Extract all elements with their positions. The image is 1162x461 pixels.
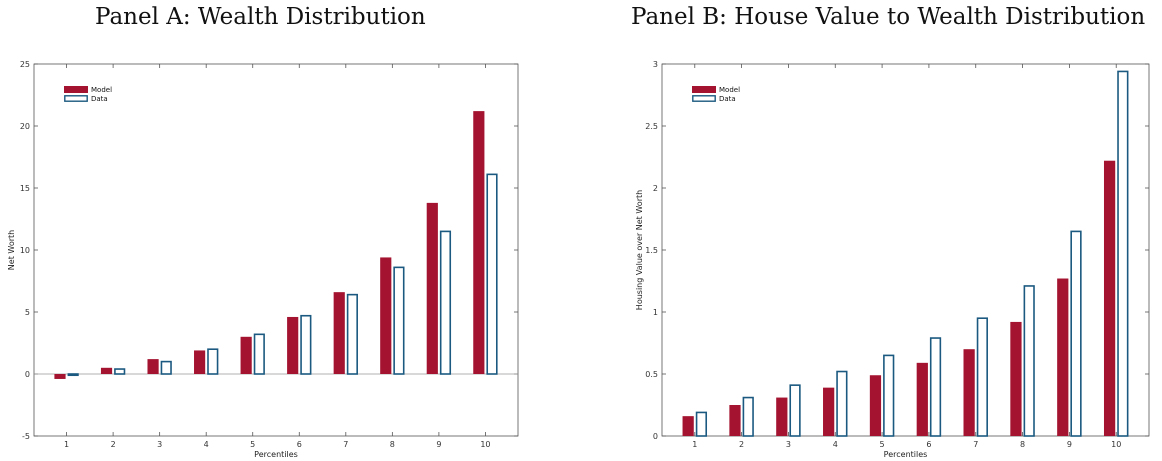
panel-b-xtick-label: 9 <box>1067 440 1072 449</box>
panel-b-xtick-label: 8 <box>1020 440 1025 449</box>
panel-a-bar-model <box>54 374 66 379</box>
panel-b-bar-model <box>776 397 788 436</box>
panel-a-legend-swatch-model <box>64 86 88 93</box>
panel-a-bar-model <box>240 336 252 374</box>
panel-b-bar-data <box>1117 70 1129 437</box>
panel-b-bar-data <box>1070 230 1082 437</box>
panel-b-xtick-label: 5 <box>880 440 885 449</box>
panel-b-bar-model <box>682 416 694 436</box>
panel-b-bar-model <box>963 349 975 436</box>
panel-a-bar-data <box>67 373 79 377</box>
panel-a-bar-data <box>160 360 172 375</box>
panel-b-xtick-label: 10 <box>1111 440 1121 449</box>
panel-a-xtick-label: 2 <box>111 440 116 449</box>
panel-b-bar-data <box>929 337 942 437</box>
panel-a-bar-data <box>439 230 452 375</box>
panel-b-legend-swatch-model <box>692 86 716 93</box>
panel-a-ytick-label: 5 <box>25 308 30 317</box>
panel-b-title: Panel B: House Value to Wealth Distribut… <box>631 4 1146 30</box>
panel-a-ytick-label: -5 <box>22 432 30 441</box>
panel-b-xtick-label: 4 <box>833 440 838 449</box>
panel-b-ytick-label: 2 <box>653 184 658 193</box>
panel-a-bar-data <box>253 333 265 375</box>
panel-a-bar-model <box>426 202 438 374</box>
panel-b-legend-swatch-data <box>692 95 716 102</box>
panel-b-legend-label: Model <box>719 86 740 94</box>
panel-a-bar-data <box>393 266 405 375</box>
panel-a-ytick-label: 10 <box>20 246 30 255</box>
panel-a-xtick-label: 7 <box>343 440 348 449</box>
panel-a-legend-swatch-data <box>64 95 88 102</box>
panel-b-bar-model <box>1057 278 1069 436</box>
panel-b-xtick-label: 7 <box>973 440 978 449</box>
panel-b-bar-data <box>789 384 801 437</box>
panel-b-xaxis-label: Percentiles <box>884 450 928 459</box>
panel-a-bar-data <box>207 348 219 375</box>
panel-b-yaxis-label: Housing Value over Net Worth <box>635 190 644 310</box>
panel-a-ytick-label: 25 <box>20 60 30 69</box>
panel-b-bar-model <box>823 387 835 436</box>
panel-a-legend-label: Model <box>91 86 112 94</box>
panel-a-xtick-label: 3 <box>157 440 162 449</box>
panel-a-bar-data <box>486 173 498 375</box>
panel-b-xtick-label: 6 <box>926 440 931 449</box>
panel-a-bar-data <box>114 368 126 375</box>
panel-a-bar-data <box>300 314 312 375</box>
panel-a-ytick-label: 20 <box>20 122 30 131</box>
panel-b-xtick-label: 1 <box>692 440 697 449</box>
panel-b-bar-model <box>1103 160 1116 436</box>
panel-b-ytick-label: 2.5 <box>645 122 658 131</box>
panel-a-xtick-label: 6 <box>297 440 302 449</box>
panel-b-bar-model <box>1010 321 1022 436</box>
panel-a-xtick-label: 8 <box>390 440 395 449</box>
panel-b-bar-data <box>742 396 754 437</box>
panel-a-xtick-label: 10 <box>480 440 490 449</box>
panel-a-xtick-label: 1 <box>64 440 69 449</box>
panel-b-ytick-label: 1 <box>653 308 658 317</box>
panel-b-xtick-label: 2 <box>739 440 744 449</box>
panel-b-bar-data <box>883 354 895 437</box>
panel-b-ytick-label: 3 <box>653 60 658 69</box>
panel-b-bar-data <box>1023 285 1035 437</box>
panel-a-xtick-label: 4 <box>204 440 209 449</box>
panel-b-ytick-label: 0 <box>653 432 658 441</box>
panel-b-bar-model <box>869 375 882 436</box>
panel-a-ytick-label: 15 <box>20 184 30 193</box>
panel-a-bar-model <box>287 316 299 374</box>
panel-b-ytick-label: 0.5 <box>645 370 658 379</box>
panel-a-title: Panel A: Wealth Distribution <box>95 4 426 30</box>
panel-a-legend-label: Data <box>91 95 108 103</box>
panel-b-bar-model <box>729 405 741 436</box>
panel-a-xtick-label: 5 <box>250 440 255 449</box>
panel-a-xtick-label: 9 <box>436 440 441 449</box>
panel-a-bar-data <box>346 293 358 375</box>
panel-a-bar-model <box>100 367 113 374</box>
panel-a-yaxis-label: Net Worth <box>7 230 16 270</box>
panel-a-bar-model <box>333 292 345 374</box>
panel-a-bar-model <box>194 350 206 374</box>
panel-a-bar-model <box>473 111 485 375</box>
panel-b-bar-data <box>836 370 848 437</box>
panel-b-bar-data <box>695 411 708 437</box>
panel-b-xtick-label: 3 <box>786 440 791 449</box>
panel-a-ytick-label: 0 <box>25 370 30 379</box>
panel-a-bar-model <box>147 359 159 374</box>
panel-b-bar-model <box>916 362 928 436</box>
panel-b-ytick-label: 1.5 <box>645 246 658 255</box>
panel-b-bar-data <box>976 317 988 437</box>
panel-b-legend-label: Data <box>719 95 736 103</box>
panel-a-bar-model <box>380 257 392 374</box>
panel-a-xaxis-label: Percentiles <box>254 450 298 459</box>
